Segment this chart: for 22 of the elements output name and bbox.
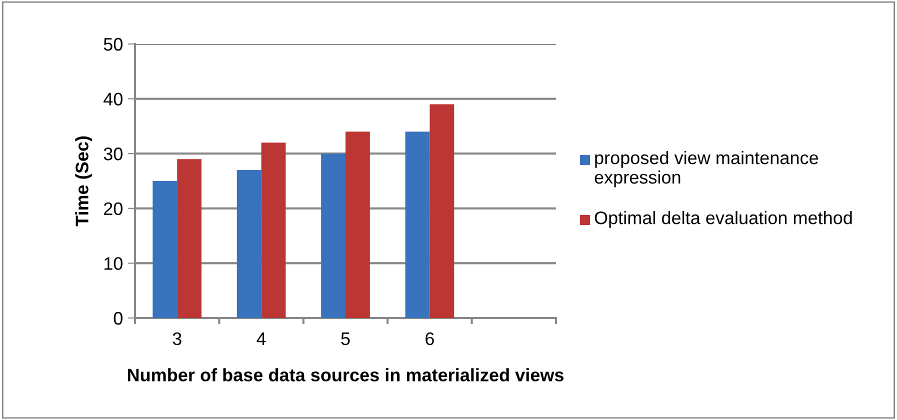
x-axis-title: Number of base data sources in materialized views <box>128 368 564 382</box>
x-tick-label: 3 <box>172 332 182 346</box>
bar <box>261 142 286 318</box>
y-tick-label: 0 <box>114 312 122 325</box>
x-tick-label: 5 <box>341 332 350 346</box>
bar <box>321 154 346 318</box>
x-tick-label: 6 <box>426 332 434 346</box>
bar <box>236 170 262 318</box>
y-tick-label: 20 <box>104 202 122 216</box>
bar <box>177 159 202 318</box>
legend-label: Optimal delta evaluation method <box>594 211 852 228</box>
bar <box>430 104 454 318</box>
bar <box>152 181 178 318</box>
x-tick-label: 4 <box>256 332 266 345</box>
y-tick-label: 10 <box>104 257 122 270</box>
bar <box>405 132 430 318</box>
y-tick-label: 50 <box>104 38 122 51</box>
y-axis-title: Time (Sec) <box>75 136 92 226</box>
y-tick-label: 40 <box>104 92 122 106</box>
bar <box>346 132 370 318</box>
y-tick-label: 30 <box>104 148 122 160</box>
legend-label: proposed view maintenance expression <box>594 151 818 188</box>
